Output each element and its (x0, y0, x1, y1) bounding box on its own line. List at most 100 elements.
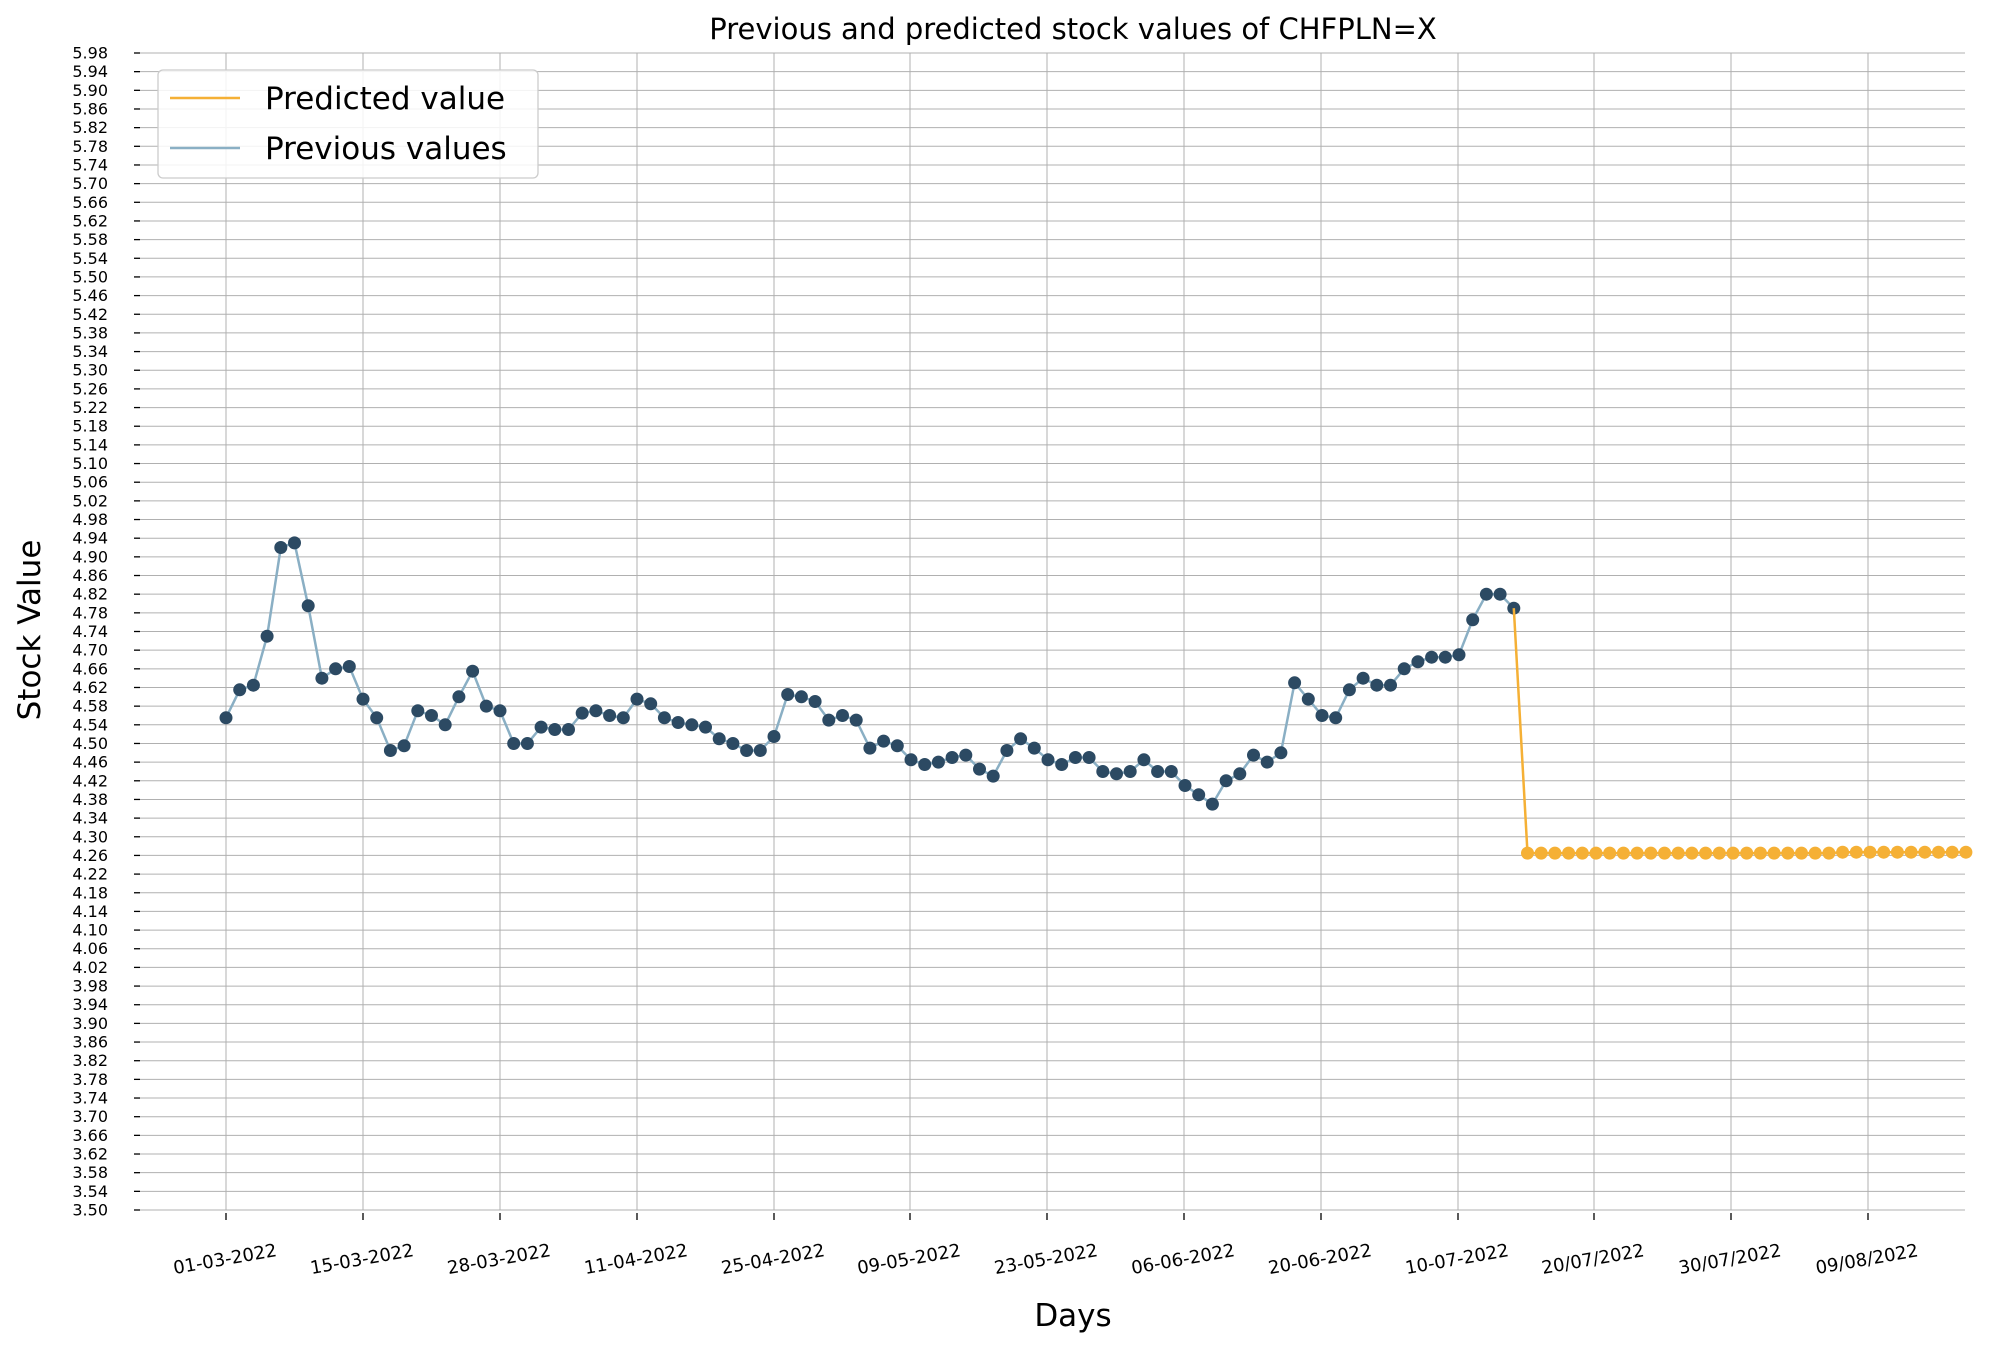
y-tick-label: 3.86 (72, 1033, 108, 1052)
data-point-previous (466, 664, 480, 678)
data-point-predicted (1699, 846, 1713, 860)
data-point-previous (1370, 678, 1384, 692)
data-point-previous (534, 720, 548, 734)
data-point-previous (1164, 765, 1178, 778)
y-tick-label: 4.10 (72, 921, 108, 940)
data-point-previous (233, 683, 247, 697)
data-point-previous (315, 671, 329, 685)
y-tick-label: 5.38 (72, 323, 108, 342)
y-tick-label: 5.86 (72, 99, 108, 118)
data-point-previous (1438, 650, 1452, 664)
x-tick-label: 20/07/2022 (1540, 1240, 1646, 1279)
y-tick-label: 5.58 (72, 230, 108, 249)
x-tick-label: 10-07-2022 (1404, 1240, 1511, 1279)
data-point-previous (356, 692, 370, 706)
data-point-predicted (1521, 846, 1534, 860)
data-point-previous (1123, 765, 1137, 778)
data-point-predicted (1808, 846, 1822, 860)
data-point-previous (1452, 648, 1466, 662)
data-point-previous (918, 758, 932, 771)
y-tick-label: 5.30 (72, 361, 108, 380)
data-point-previous (1493, 587, 1507, 601)
data-point-previous (616, 711, 630, 725)
data-point-predicted (1712, 846, 1726, 860)
data-point-previous (781, 688, 795, 701)
y-tick-label: 4.46 (72, 753, 108, 772)
data-point-previous (370, 711, 384, 725)
data-point-previous (1096, 765, 1110, 778)
data-point-previous (1027, 741, 1041, 755)
y-tick-label: 5.98 (72, 44, 108, 63)
data-point-previous (644, 697, 658, 711)
y-tick-label: 4.06 (72, 939, 108, 958)
data-point-predicted (1548, 846, 1562, 860)
data-point-previous (712, 732, 726, 746)
data-point-previous (1356, 671, 1370, 685)
y-tick-label: 5.14 (72, 435, 108, 454)
data-point-predicted (1562, 846, 1576, 860)
y-tick-label: 4.82 (72, 585, 108, 604)
data-point-previous (342, 660, 356, 673)
data-point-predicted (1890, 845, 1904, 859)
data-point-previous (1219, 774, 1233, 788)
data-point-predicted (1575, 846, 1589, 860)
y-tick-label: 3.50 (72, 1201, 108, 1220)
data-point-previous (794, 690, 808, 704)
x-tick-label: 06-06-2022 (1130, 1240, 1237, 1279)
data-point-previous (575, 706, 589, 720)
data-point-previous (1000, 744, 1014, 757)
y-tick-label: 5.54 (72, 249, 108, 268)
data-point-previous (1233, 767, 1247, 781)
y-tick-label: 3.66 (72, 1126, 108, 1145)
data-point-previous (1329, 711, 1343, 725)
data-point-previous (1247, 748, 1260, 762)
data-point-predicted (1822, 846, 1836, 860)
grid (140, 52, 1965, 1211)
y-tick-label: 3.74 (72, 1089, 108, 1108)
data-point-previous (931, 755, 945, 769)
y-tick-label: 5.02 (72, 491, 108, 510)
data-point-previous (425, 709, 438, 722)
y-tick-label: 5.50 (72, 267, 108, 286)
data-point-predicted (1603, 846, 1617, 860)
data-point-previous (685, 718, 699, 732)
y-tick-label: 4.22 (72, 865, 108, 884)
y-tick-label: 4.34 (72, 809, 108, 828)
data-point-predicted (1945, 845, 1959, 859)
chart-title: Previous and predicted stock values of C… (709, 12, 1436, 46)
data-point-predicted (1918, 845, 1932, 859)
y-tick-label: 4.58 (72, 697, 108, 716)
data-point-previous (836, 709, 849, 722)
x-tick-label: 28-03-2022 (446, 1240, 553, 1279)
y-tick-label: 4.54 (72, 715, 108, 734)
data-point-previous (246, 678, 260, 692)
data-point-predicted (1589, 846, 1603, 860)
data-point-previous (219, 711, 233, 725)
plot-area (219, 536, 1973, 860)
data-point-predicted (1726, 846, 1740, 860)
data-point-previous (740, 744, 754, 757)
y-tick-label: 4.02 (72, 958, 108, 977)
data-point-previous (1137, 753, 1151, 767)
data-point-previous (1192, 788, 1206, 802)
y-tick-label: 4.26 (72, 846, 108, 865)
data-point-previous (1082, 751, 1096, 764)
data-point-previous (1411, 655, 1425, 669)
data-point-previous (699, 720, 712, 734)
data-point-previous (1110, 767, 1123, 781)
data-point-previous (1301, 692, 1315, 706)
y-tick-label: 3.82 (72, 1051, 108, 1070)
y-tick-label: 4.50 (72, 734, 108, 753)
y-tick-label: 4.94 (72, 529, 108, 548)
legend-box (157, 69, 539, 179)
legend-label-previous: Previous values (265, 131, 507, 167)
y-tick-label: 3.90 (72, 1014, 108, 1033)
x-tick-label: 11-04-2022 (583, 1240, 690, 1279)
y-tick-label: 4.38 (72, 790, 108, 809)
data-point-predicted (1630, 846, 1644, 860)
x-tick-label: 09/08/2022 (1814, 1240, 1920, 1279)
data-point-predicted (1753, 846, 1767, 860)
y-tick-label: 5.46 (72, 286, 108, 305)
data-point-previous (589, 704, 603, 718)
data-point-previous (1425, 650, 1439, 664)
